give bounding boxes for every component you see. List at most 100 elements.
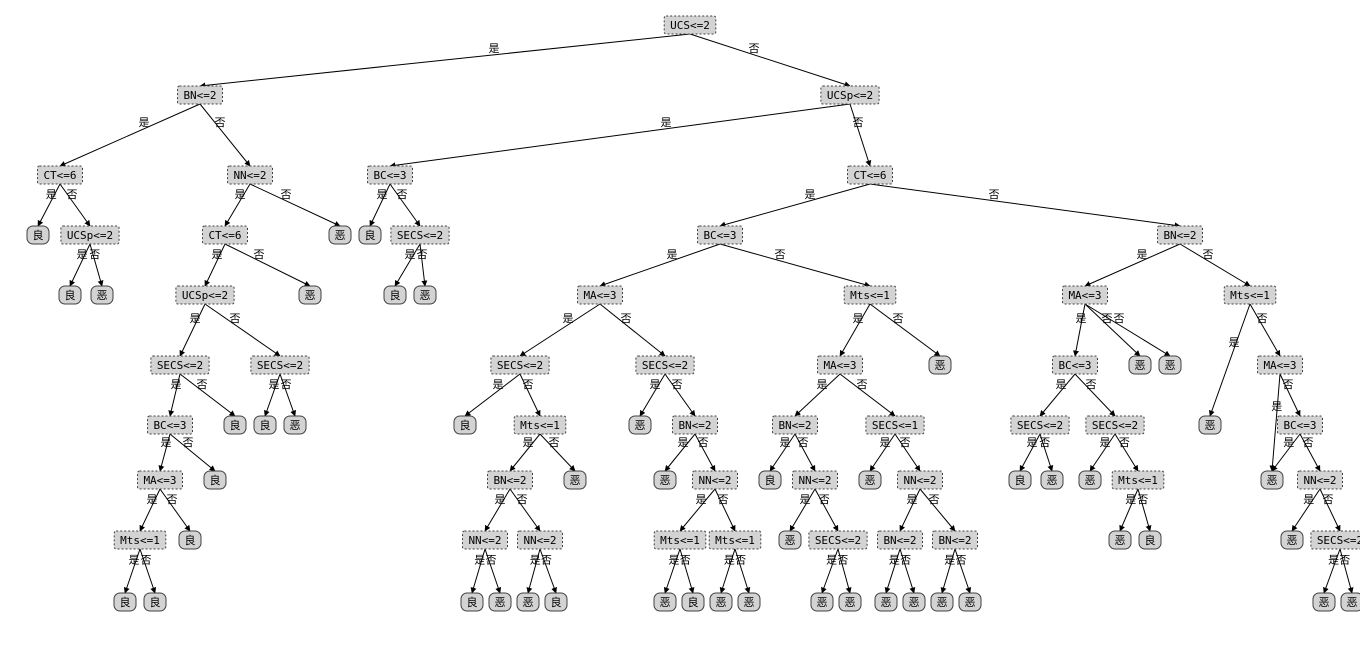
decision-node: UCSp<=2	[176, 286, 234, 304]
node-label: 恶	[420, 289, 431, 302]
leaf-node: 恶	[1261, 471, 1283, 489]
node-label: 恶	[495, 596, 506, 609]
leaf-node: 恶	[1041, 471, 1063, 489]
edge-label: 是	[1125, 493, 1136, 506]
node-label: NN<=2	[903, 474, 936, 487]
edge-label: 否	[900, 437, 911, 449]
decision-tree-diagram: 是否是否是否是否是否是否是否是否是否是否是否是否是否是否是否是否否是否是否是否是…	[0, 0, 1360, 664]
node-label: 恶	[305, 289, 316, 302]
edge-label: 是	[377, 188, 388, 201]
decision-node: NN<=2	[1298, 471, 1343, 489]
edge-label: 否	[1323, 494, 1334, 506]
node-label: 恶	[845, 596, 856, 609]
edge-label: 否	[956, 555, 967, 567]
edge-label: 否	[541, 555, 552, 567]
node-label: 恶	[635, 419, 646, 432]
decision-node: Mts<=1	[1224, 286, 1276, 304]
node-label: 恶	[1205, 419, 1216, 432]
leaf-node: 恶	[875, 593, 897, 611]
node-label: NN<=2	[798, 474, 831, 487]
tree-edge	[600, 244, 720, 286]
edge-label: 否	[281, 379, 292, 391]
node-label: 恶	[785, 534, 796, 547]
tree-edge	[1250, 304, 1280, 356]
node-label: 良	[150, 595, 161, 609]
edge-label: 是	[1076, 312, 1087, 325]
node-label: 恶	[523, 596, 534, 609]
node-label: 良	[210, 473, 221, 487]
tree-edge	[690, 34, 850, 86]
edge-label: 否	[718, 494, 729, 506]
node-label: SECS<=2	[257, 359, 303, 372]
leaf-node: 良	[359, 226, 381, 244]
decision-node: BC<=3	[1053, 356, 1098, 374]
tree-edge	[60, 104, 200, 166]
decision-node: SECS<=2	[1311, 531, 1360, 549]
edge-label: 否	[1283, 379, 1294, 391]
edge-label: 否	[183, 437, 194, 449]
leaf-node: 恶	[1079, 471, 1101, 489]
node-label: SECS<=2	[1092, 419, 1138, 432]
decision-node: NN<=2	[693, 471, 738, 489]
node-label: 良	[33, 228, 44, 242]
node-label: Mts<=1	[1230, 289, 1270, 302]
leaf-node: 恶	[1341, 593, 1360, 611]
tree-edge	[840, 304, 870, 356]
edge-label: 是	[907, 493, 918, 506]
edge-label: 是	[853, 312, 864, 325]
node-label: 良	[551, 595, 562, 609]
decision-node: BC<=3	[1278, 416, 1323, 434]
edge-label: 否	[1119, 437, 1130, 449]
tree-edge	[1180, 244, 1250, 286]
tree-edge	[720, 184, 870, 226]
edge-label: 否	[141, 555, 152, 567]
node-label: BC<=3	[153, 419, 186, 432]
edge-label: 是	[530, 554, 541, 567]
edge-label: 是	[1283, 436, 1294, 449]
decision-node: BN<=2	[878, 531, 923, 549]
node-label: NN<=2	[523, 534, 556, 547]
leaf-node: 良	[454, 416, 476, 434]
edge-label: 是	[1229, 336, 1240, 349]
edge-label: 是	[46, 188, 57, 201]
leaf-node: 恶	[329, 226, 351, 244]
edge-label: 是	[1271, 400, 1282, 413]
node-label: NN<=2	[698, 474, 731, 487]
edge-label: 否	[549, 437, 560, 449]
tree-edge	[200, 104, 250, 166]
edge-label: 是	[817, 378, 828, 391]
tree-svg: 是否是否是否是否是否是否是否是否是否是否是否是否是否是否是否是否否是否是否是否是…	[0, 0, 1360, 664]
edge-label: 否	[857, 379, 868, 391]
edge-label: 否	[230, 313, 241, 325]
edge-label: 否	[929, 494, 940, 506]
decision-node: MA<=3	[138, 471, 183, 489]
node-label: BN<=2	[883, 534, 916, 547]
node-label: 恶	[1319, 596, 1330, 609]
decision-node: NN<=2	[228, 166, 273, 184]
leaf-node: 恶	[284, 416, 306, 434]
node-label: Mts<=1	[520, 419, 560, 432]
leaf-node: 良	[1009, 471, 1031, 489]
decision-node: MA<=3	[1258, 356, 1303, 374]
node-label: 恶	[1165, 359, 1176, 372]
decision-node: BN<=2	[673, 416, 718, 434]
decision-node: SECS<=2	[251, 356, 309, 374]
decision-node: CT<=6	[38, 166, 83, 184]
edge-label: 是	[944, 554, 955, 567]
decision-node: Mts<=1	[709, 531, 761, 549]
leaf-node: 恶	[414, 286, 436, 304]
nodes-layer: UCS<=2BN<=2UCSp<=2CT<=6NN<=2BC<=3CT<=6良U…	[27, 16, 1360, 611]
edge-label: 否	[523, 379, 534, 391]
node-label: Mts<=1	[660, 534, 700, 547]
tree-edge	[180, 374, 235, 416]
edge-label: 否	[900, 555, 911, 567]
leaf-node: 恶	[1199, 416, 1221, 434]
node-label: BN<=2	[938, 534, 971, 547]
decision-node: NN<=2	[793, 471, 838, 489]
leaf-node: 恶	[779, 531, 801, 549]
decision-node: Mts<=1	[114, 531, 166, 549]
decision-node: UCSp<=2	[821, 86, 879, 104]
leaf-node: 恶	[1313, 593, 1335, 611]
leaf-node: 恶	[931, 593, 953, 611]
leaf-node: 良	[114, 593, 136, 611]
